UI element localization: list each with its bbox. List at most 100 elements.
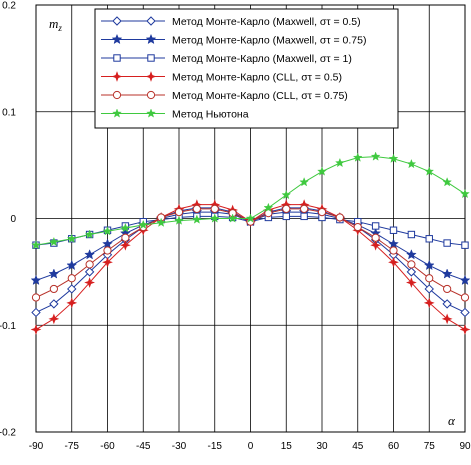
y-tick-label: 0.1 xyxy=(2,107,16,118)
data-point-marker xyxy=(102,238,113,249)
data-point-marker xyxy=(85,260,94,269)
data-point-marker xyxy=(113,54,121,62)
data-point-marker xyxy=(49,236,59,247)
data-point-marker xyxy=(120,223,131,233)
data-point-marker xyxy=(66,233,77,243)
y-tick-label: -0.2 xyxy=(0,428,16,439)
data-point-marker xyxy=(405,249,417,260)
data-point-marker xyxy=(459,274,471,286)
data-point-marker xyxy=(388,238,399,249)
data-point-marker xyxy=(103,246,112,255)
data-point-marker xyxy=(67,274,76,283)
data-point-marker xyxy=(388,153,399,163)
x-tick-label: -60 xyxy=(100,441,115,452)
data-point-marker xyxy=(145,33,157,45)
data-point-marker xyxy=(352,152,363,162)
series xyxy=(31,151,470,250)
legend-item: Метод Монте-Карло (Maxwell, στ = 0.5) xyxy=(101,16,361,28)
data-point-marker xyxy=(424,166,435,176)
data-point-marker xyxy=(389,246,398,255)
data-point-marker xyxy=(281,189,292,200)
data-point-marker xyxy=(423,297,435,309)
data-point-marker xyxy=(407,260,416,269)
data-point-marker xyxy=(335,157,345,168)
data-point-marker xyxy=(335,213,344,222)
x-tick-label: -90 xyxy=(29,441,44,452)
data-point-marker xyxy=(30,274,42,286)
series xyxy=(31,204,470,302)
x-tick-label: -30 xyxy=(172,441,187,452)
legend-label: Метод Монте-Карло (Maxwell, στ = 0.75) xyxy=(172,35,366,47)
legend-label: Метод Монте-Карло (CLL, στ = 0.5) xyxy=(172,72,342,84)
legend-label: Метод Монте-Карло (CLL, στ = 0.75) xyxy=(172,90,348,102)
data-point-marker xyxy=(102,256,113,268)
data-point-marker xyxy=(146,108,156,118)
data-point-marker xyxy=(49,284,58,294)
data-point-marker xyxy=(441,313,453,325)
y-tick-label: 0.2 xyxy=(2,1,16,12)
plot-frame xyxy=(35,4,466,433)
data-point-marker xyxy=(147,54,155,62)
data-point-marker xyxy=(112,108,122,118)
tick-labels: -90 -75 -60 -45 -30 -15 0 15 30 45 60 75 90 0.2 0.1 0 -0… xyxy=(0,1,471,453)
x-tick-label: -15 xyxy=(208,441,223,452)
data-point-marker xyxy=(406,267,417,277)
x-tick-label: -75 xyxy=(65,441,80,452)
x-tick-label: 75 xyxy=(424,441,436,452)
data-point-marker xyxy=(112,16,122,26)
data-point-marker xyxy=(370,239,382,251)
x-tick-label: -45 xyxy=(136,441,151,452)
data-point-marker xyxy=(405,277,417,288)
data-point-marker xyxy=(371,222,380,230)
data-point-marker xyxy=(31,307,41,318)
data-point-marker xyxy=(146,90,156,100)
data-point-marker xyxy=(112,90,122,100)
data-point-marker xyxy=(245,213,256,223)
data-point-marker xyxy=(31,240,41,250)
x-tick-label: 30 xyxy=(316,441,328,452)
data-point-marker xyxy=(31,293,41,302)
data-point-marker xyxy=(371,233,380,242)
data-point-marker xyxy=(48,268,60,279)
data-point-marker xyxy=(459,324,471,335)
y-tick-label: 0 xyxy=(10,214,16,225)
data-point-marker xyxy=(460,293,470,302)
data-point-marker xyxy=(317,166,327,176)
legend-label: Метод Ньютона xyxy=(172,109,249,121)
legend-label: Метод Монте-Карло (Maxwell, στ = 1) xyxy=(172,53,352,65)
data-point-marker xyxy=(146,16,156,26)
data-point-marker xyxy=(49,299,59,309)
data-point-marker xyxy=(102,226,113,236)
legend-item: Метод Монте-Карло (Maxwell, στ = 0.75) xyxy=(101,33,366,47)
data-point-marker xyxy=(145,71,157,82)
data-point-marker xyxy=(388,256,399,268)
data-point-marker xyxy=(370,151,381,161)
legend-item: Метод Монте-Карло (CLL, στ = 0.75) xyxy=(101,90,348,102)
data-point-marker xyxy=(443,284,452,294)
data-point-marker xyxy=(66,297,78,309)
data-point-marker xyxy=(227,213,238,223)
data-point-marker xyxy=(423,259,435,271)
data-point-marker xyxy=(84,249,96,260)
data-point-marker xyxy=(174,215,184,225)
data-point-marker xyxy=(192,214,202,224)
data-point-marker xyxy=(389,226,398,234)
data-point-marker xyxy=(119,239,131,251)
data-point-marker xyxy=(66,259,78,271)
data-point-marker xyxy=(210,204,219,213)
data-point-marker xyxy=(299,177,309,187)
data-point-marker xyxy=(48,313,60,325)
data-point-marker xyxy=(442,299,452,309)
x-tick-label: 15 xyxy=(281,441,293,452)
data-point-marker xyxy=(461,241,469,249)
x-axis-label: α xyxy=(448,413,456,428)
data-point-marker xyxy=(442,177,452,187)
legend-item: Метод Ньютона xyxy=(101,108,249,121)
data-point-marker xyxy=(460,188,470,199)
x-tick-label: 0 xyxy=(248,441,254,452)
data-point-marker xyxy=(156,217,166,227)
data-point-marker xyxy=(263,202,274,212)
legend-label: Метод Монте-Карло (Maxwell, στ = 0.5) xyxy=(172,16,361,28)
data-point-marker xyxy=(353,222,362,232)
